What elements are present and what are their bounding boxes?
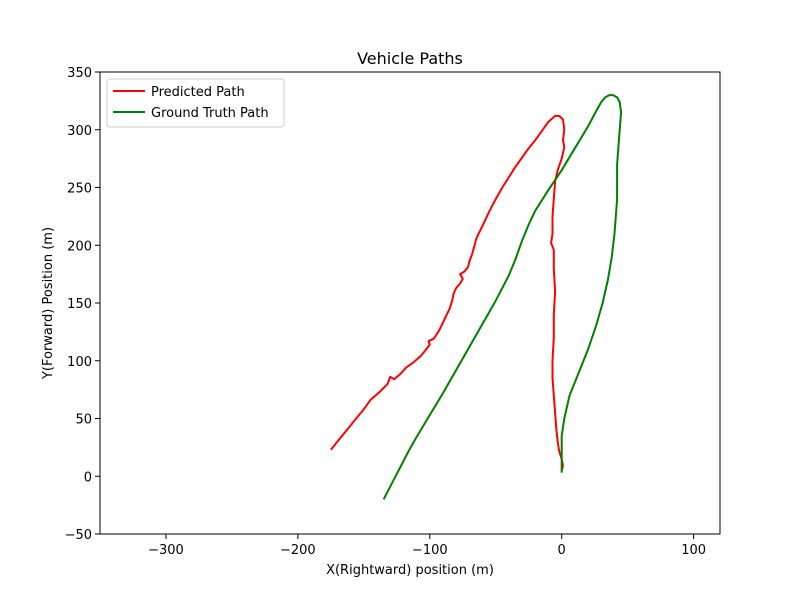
y-tick-label: 50 — [75, 413, 92, 428]
y-tick-label: 300 — [67, 124, 92, 139]
y-tick-label: 150 — [67, 297, 92, 312]
y-tick-label: 100 — [67, 355, 92, 370]
y-tick-label: 350 — [67, 66, 92, 81]
x-tick-label: −200 — [280, 543, 316, 558]
y-tick-label: −50 — [65, 528, 92, 543]
x-tick-label: 100 — [681, 543, 706, 558]
ground-truth-path-line — [382, 94, 623, 500]
legend-label-ground-truth: Ground Truth Path — [151, 106, 269, 121]
y-tick-label: 250 — [67, 182, 92, 197]
x-axis-ticks: −300 −200 −100 0 100 — [148, 534, 706, 558]
chart-title: Vehicle Paths — [357, 49, 463, 68]
legend: Predicted Path Ground Truth Path — [106, 78, 285, 128]
y-axis-ticks: −50 0 50 100 150 200 250 300 350 — [65, 66, 100, 543]
x-tick-label: −300 — [148, 543, 184, 558]
y-axis-label: Y(Forward) Position (m) — [41, 227, 56, 380]
x-tick-label: −100 — [412, 543, 448, 558]
legend-label-predicted: Predicted Path — [151, 85, 245, 100]
x-tick-label: 0 — [558, 543, 566, 558]
y-tick-label: 200 — [67, 239, 92, 254]
x-axis-label: X(Rightward) position (m) — [326, 563, 494, 578]
series-layer — [330, 94, 623, 500]
y-tick-label: 0 — [84, 470, 92, 485]
legend-box — [106, 78, 285, 128]
predicted-path-line — [330, 114, 566, 471]
